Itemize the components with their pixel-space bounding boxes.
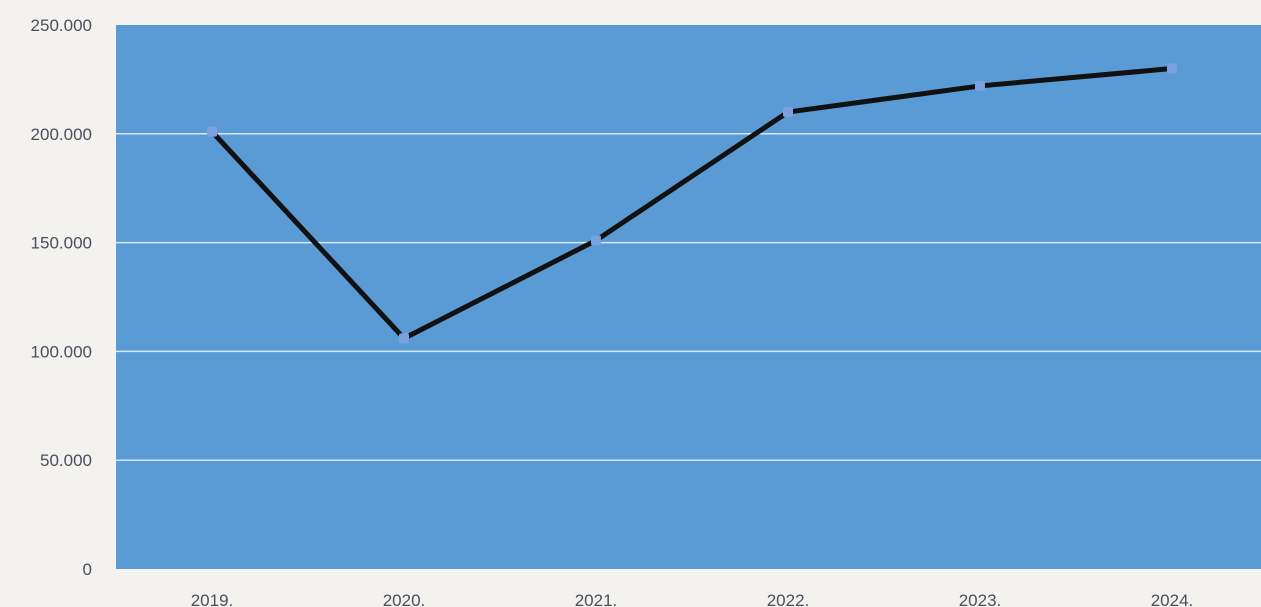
y-tick-label: 100.000 (31, 342, 92, 361)
data-point-marker (1167, 63, 1177, 74)
x-tick-label: 2020. (383, 591, 426, 607)
plot-area (116, 25, 1261, 569)
x-tick-label: 2023. (959, 591, 1002, 607)
x-axis-tick-labels: 2019. 2020. 2021. 2022. 2023. 2024. (191, 591, 1194, 607)
x-tick-label: 2019. (191, 591, 234, 607)
gridlines (116, 133, 1261, 461)
data-point-marker (975, 80, 985, 91)
y-tick-label: 0 (83, 560, 92, 579)
y-tick-label: 150.000 (31, 234, 92, 253)
x-tick-label: 2021. (575, 591, 618, 607)
data-point-marker (783, 107, 793, 118)
data-point-marker (399, 333, 409, 344)
y-axis-tick-labels: 0 50.000 100.000 150.000 200.000 250.000 (31, 16, 92, 579)
series-layer (209, 66, 1175, 341)
x-tick-label: 2022. (767, 591, 810, 607)
y-tick-label: 250.000 (31, 16, 92, 35)
y-tick-label: 200.000 (31, 125, 92, 144)
data-point-marker (591, 235, 601, 246)
marker-layer (207, 63, 1177, 344)
series-line (209, 66, 1175, 341)
data-point-marker (207, 126, 217, 137)
x-tick-label: 2024. (1151, 591, 1194, 607)
y-tick-label: 50.000 (40, 451, 92, 470)
